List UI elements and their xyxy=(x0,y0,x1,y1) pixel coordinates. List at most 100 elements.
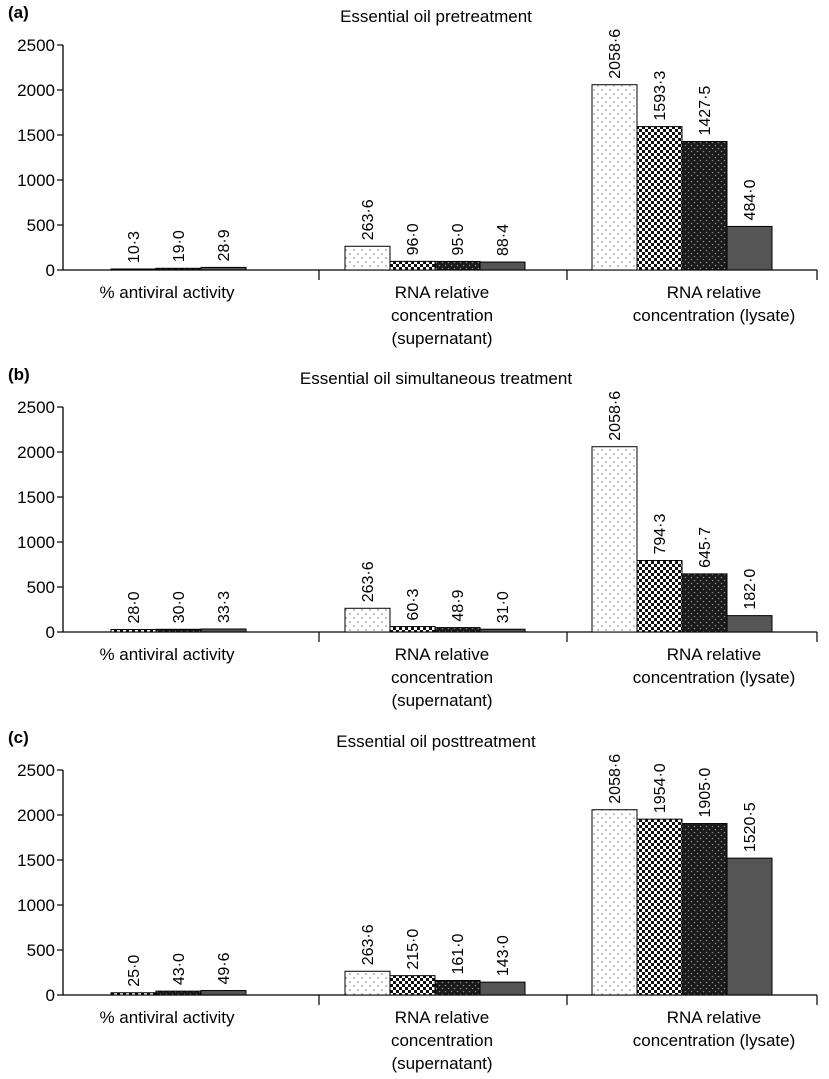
bar xyxy=(155,990,202,996)
bar xyxy=(155,628,202,633)
x-category-label: RNA relative xyxy=(395,645,489,664)
x-category-label: (supernatant) xyxy=(391,1054,492,1073)
panel-label: (a) xyxy=(8,3,29,22)
bar xyxy=(344,607,391,633)
data-label: 88·4 xyxy=(495,224,512,256)
y-tick-label: 1500 xyxy=(17,126,55,145)
bar xyxy=(110,992,157,996)
y-tick-label: 0 xyxy=(46,986,55,1005)
data-label: 1520·5 xyxy=(742,802,759,852)
data-label: 48·9 xyxy=(450,589,467,621)
x-category-label: % antiviral activity xyxy=(99,645,235,664)
x-category-label: RNA relative xyxy=(667,1008,761,1027)
bar xyxy=(344,245,391,271)
x-category-label: % antiviral activity xyxy=(99,283,235,302)
data-label: 96·0 xyxy=(405,223,422,255)
data-label: 143·0 xyxy=(495,935,512,976)
data-label: 645·7 xyxy=(697,527,714,568)
chart-panel: (b) Essential oil simultaneous treatment 0… xyxy=(8,365,818,710)
data-label: 28·0 xyxy=(126,591,143,623)
chart-title: Essential oil pretreatment xyxy=(340,7,532,26)
data-label: 30·0 xyxy=(171,591,188,623)
bar xyxy=(479,628,526,633)
data-label: 95·0 xyxy=(450,223,467,255)
data-label: 25·0 xyxy=(126,955,143,987)
bar xyxy=(110,628,157,633)
x-category-label: concentration xyxy=(391,1031,493,1050)
data-label: 1427·5 xyxy=(697,86,714,136)
bar xyxy=(591,446,638,633)
data-label: 263·6 xyxy=(360,924,377,965)
x-category-label: concentration (lysate) xyxy=(633,1031,796,1050)
bar xyxy=(636,560,683,633)
data-label: 2058·6 xyxy=(607,391,624,441)
bar xyxy=(200,628,247,633)
data-label: 263·6 xyxy=(360,561,377,602)
bar xyxy=(110,268,157,271)
y-tick-label: 2000 xyxy=(17,81,55,100)
bar xyxy=(389,975,436,996)
y-tick-label: 2500 xyxy=(17,761,55,780)
x-category-label: (supernatant) xyxy=(391,691,492,710)
bar xyxy=(681,573,728,633)
data-label: 1954·0 xyxy=(652,763,669,813)
bar xyxy=(434,260,481,271)
data-label: 794·3 xyxy=(652,513,669,554)
y-tick-label: 500 xyxy=(27,216,55,235)
y-tick-label: 1500 xyxy=(17,488,55,507)
data-label: 484·0 xyxy=(742,179,759,220)
x-category-label: RNA relative xyxy=(395,283,489,302)
chart-panel: (c) Essential oil posttreatment 0 500 1000 15… xyxy=(8,728,818,1073)
panels: (a) Essential oil pretreatment 0 500 1000 150… xyxy=(8,3,818,1073)
data-label: 182·0 xyxy=(742,569,759,610)
y-tick-label: 2000 xyxy=(17,806,55,825)
x-category-label: concentration xyxy=(391,306,493,325)
y-tick-label: 0 xyxy=(46,261,55,280)
data-label: 19·0 xyxy=(171,230,188,262)
data-label: 263·6 xyxy=(360,199,377,240)
y-tick-label: 500 xyxy=(27,578,55,597)
bar xyxy=(726,225,773,271)
x-category-label: RNA relative xyxy=(395,1008,489,1027)
bar xyxy=(591,84,638,271)
bar xyxy=(155,267,202,271)
data-label: 1905·0 xyxy=(697,768,714,818)
data-label: 215·0 xyxy=(405,929,422,970)
bar xyxy=(636,818,683,996)
y-tick-label: 1500 xyxy=(17,851,55,870)
bar xyxy=(636,126,683,271)
data-label: 28·9 xyxy=(216,229,233,261)
bar xyxy=(726,857,773,996)
bar xyxy=(479,981,526,996)
y-tick-label: 2000 xyxy=(17,443,55,462)
bar xyxy=(681,141,728,271)
bar xyxy=(434,980,481,996)
bar xyxy=(389,626,436,633)
y-tick-label: 1000 xyxy=(17,171,55,190)
bar xyxy=(726,615,773,633)
y-tick-label: 1000 xyxy=(17,896,55,915)
bar xyxy=(344,970,391,996)
data-label: 10·3 xyxy=(126,231,143,263)
panel-label: (b) xyxy=(8,365,30,384)
y-tick-label: 1000 xyxy=(17,533,55,552)
data-label: 1593·3 xyxy=(652,71,669,121)
bar xyxy=(200,990,247,996)
bar xyxy=(200,266,247,271)
bar xyxy=(434,627,481,633)
data-label: 33·3 xyxy=(216,591,233,623)
data-label: 31·0 xyxy=(495,591,512,623)
bar xyxy=(479,261,526,271)
x-category-label: % antiviral activity xyxy=(99,1008,235,1027)
chart-panel: (a) Essential oil pretreatment 0 500 1000 150… xyxy=(8,3,818,348)
y-tick-label: 500 xyxy=(27,941,55,960)
data-label: 2058·6 xyxy=(607,754,624,804)
y-tick-label: 0 xyxy=(46,623,55,642)
bar xyxy=(591,809,638,996)
x-category-label: (supernatant) xyxy=(391,329,492,348)
chart-title: Essential oil simultaneous treatment xyxy=(300,369,572,388)
data-label: 49·6 xyxy=(216,952,233,984)
data-label: 43·0 xyxy=(171,953,188,985)
bar xyxy=(681,823,728,996)
